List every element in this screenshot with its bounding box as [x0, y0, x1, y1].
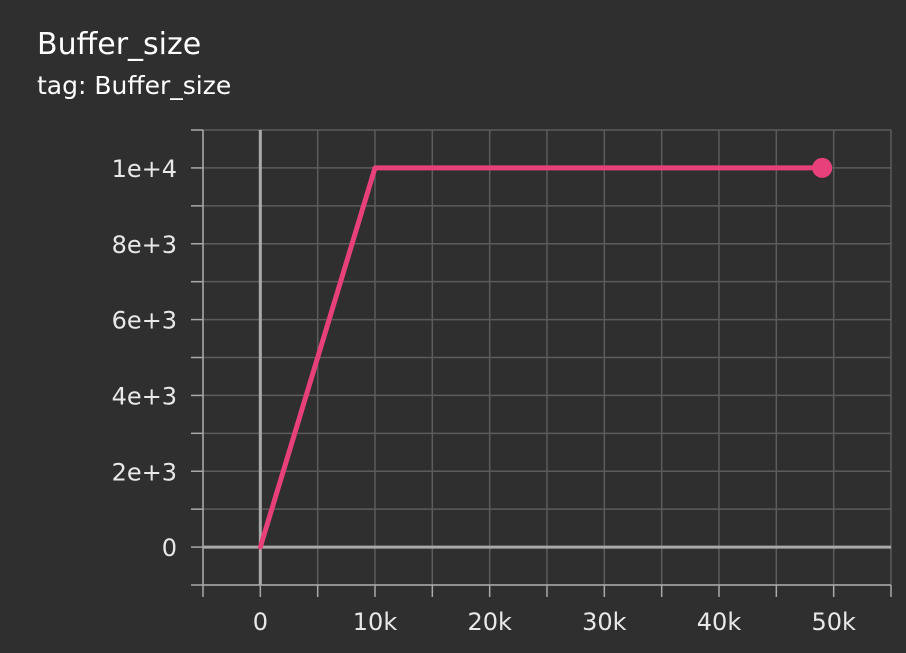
- x-tick-label: 20k: [467, 608, 512, 636]
- y-tick-label: 2e+3: [112, 458, 177, 486]
- x-tick-label: 30k: [582, 608, 627, 636]
- y-tick-label: 4e+3: [112, 382, 177, 410]
- x-tick-label: 50k: [811, 608, 856, 636]
- series-line: [257, 165, 825, 550]
- axes: [191, 129, 892, 597]
- y-tick-label: 1e+4: [112, 155, 177, 183]
- x-tick-label: 40k: [697, 608, 742, 636]
- last-point-marker: [812, 157, 833, 178]
- x-tick-label: 0: [253, 608, 268, 636]
- x-tick-label: 10k: [353, 608, 398, 636]
- y-tick-label: 0: [162, 534, 177, 562]
- chart-subtitle: tag: Buffer_size: [37, 71, 232, 100]
- chart-title: Buffer_size: [37, 27, 202, 62]
- grid-lines: [202, 129, 892, 586]
- tick-labels: 0 10k 20k 30k 40k 50k 0 2e+3 4e+3 6e+3 8e+3 1e+4: [112, 155, 856, 636]
- y-tick-label: 6e+3: [112, 307, 177, 335]
- y-tick-label: 8e+3: [112, 231, 177, 259]
- series-layer: [257, 157, 833, 550]
